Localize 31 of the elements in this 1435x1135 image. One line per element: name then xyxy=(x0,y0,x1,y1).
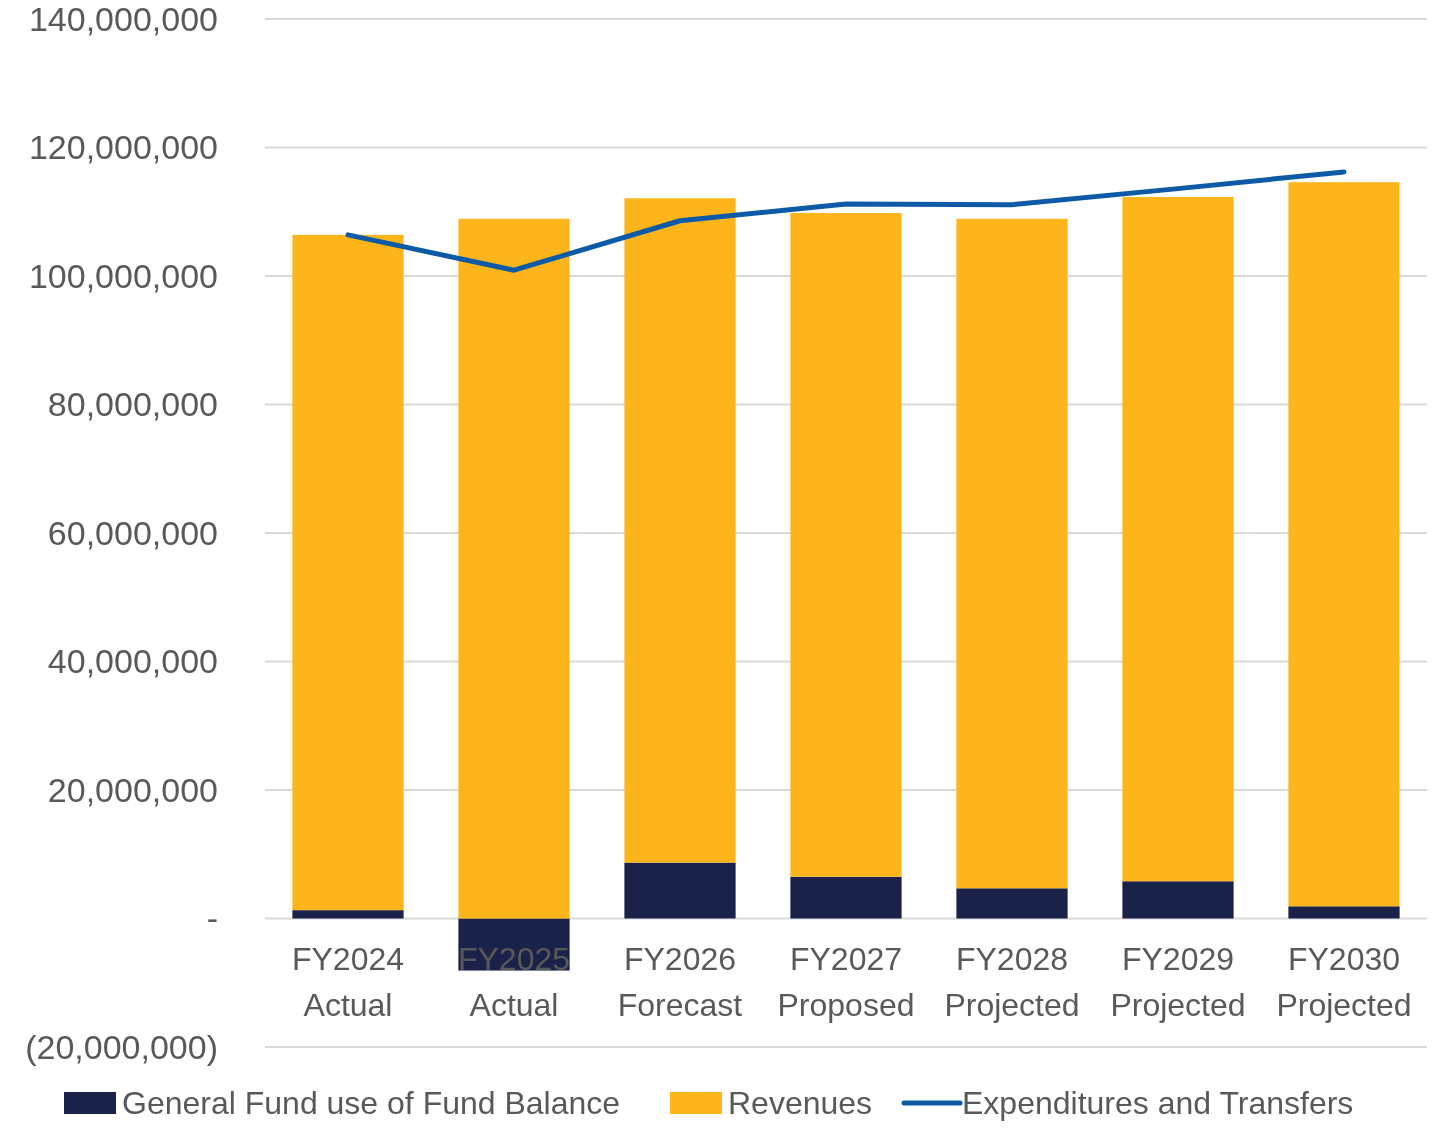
bar xyxy=(956,218,1068,889)
bar xyxy=(458,218,570,919)
bar xyxy=(292,910,404,919)
legend-label: Revenues xyxy=(728,1085,873,1122)
bar xyxy=(624,198,736,863)
x-tick-label: FY2026 Forecast xyxy=(617,941,743,1023)
x-tick-label: FY2028 Projected xyxy=(944,941,1080,1023)
legend-label: Expenditures and Transfers xyxy=(962,1085,1354,1122)
bar xyxy=(624,862,736,919)
x-tick-label: FY2024 Actual xyxy=(291,941,405,1023)
bar xyxy=(1122,196,1234,882)
y-tick-label: 20,000,000 xyxy=(47,770,218,809)
bar xyxy=(292,234,404,911)
x-tick-label: FY2030 Projected xyxy=(1276,941,1412,1023)
bar xyxy=(790,213,902,877)
bar xyxy=(1122,881,1234,919)
bar xyxy=(1288,906,1400,919)
y-tick-label: 120,000,000 xyxy=(28,128,218,167)
y-tick-label: 80,000,000 xyxy=(47,385,218,424)
y-tick-label: 60,000,000 xyxy=(47,513,218,552)
y-tick-label: (20,000,000) xyxy=(25,1027,218,1066)
y-tick-label: - xyxy=(206,899,218,938)
y-tick-label: 100,000,000 xyxy=(28,256,218,295)
bar xyxy=(1288,182,1400,907)
x-tick-label: FY2025 Actual xyxy=(457,941,571,1023)
x-tick-label: FY2027 Proposed xyxy=(777,941,915,1023)
legend-label: General Fund use of Fund Balance xyxy=(122,1085,621,1122)
x-tick-label: FY2029 Projected xyxy=(1110,941,1246,1023)
y-tick-label: 40,000,000 xyxy=(47,642,218,681)
bar xyxy=(956,888,1068,919)
bar xyxy=(790,876,902,919)
